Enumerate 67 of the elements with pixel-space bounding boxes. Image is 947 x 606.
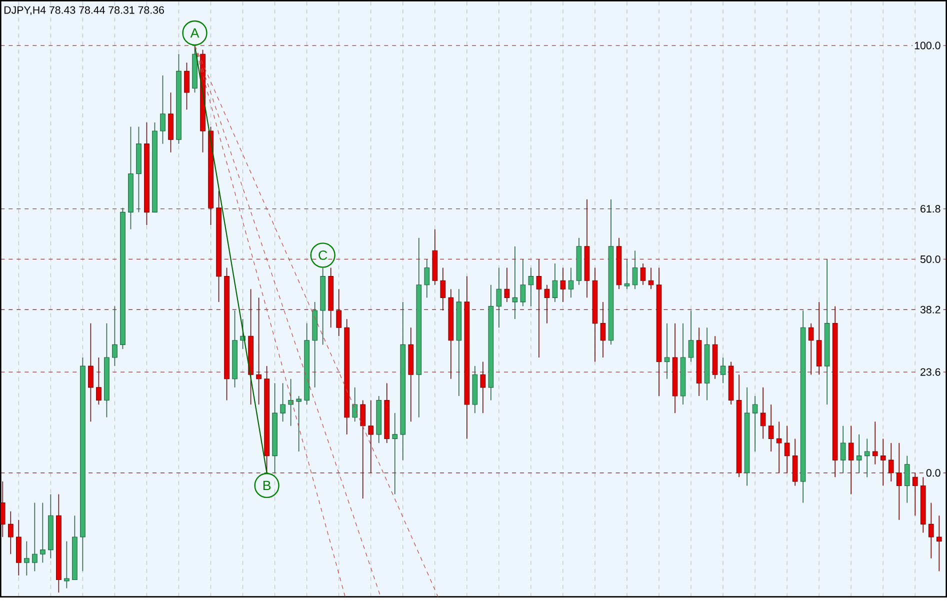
candlestick (352, 387, 358, 422)
candlestick (8, 510, 14, 555)
candlestick (32, 502, 38, 572)
candlestick (88, 322, 94, 422)
annotation: B (263, 480, 271, 490)
annotation: A (190, 28, 200, 38)
candlestick (512, 246, 518, 320)
candlestick (752, 396, 758, 452)
candlestick (568, 267, 574, 298)
candlestick (760, 387, 766, 440)
y-tick-label: 38.2 (920, 306, 940, 314)
y-tick-label: 50.0 (920, 255, 940, 263)
candlestick (664, 322, 670, 380)
candlestick (184, 62, 190, 110)
y-tick-label: 61.8 (920, 205, 940, 213)
candlestick (880, 438, 886, 486)
candlestick (848, 425, 854, 495)
candlestick (888, 442, 894, 482)
candlestick (288, 378, 294, 426)
chart-title: DJPY,H4 78.43 78.44 78.31 78.36 (4, 6, 164, 16)
candlestick (784, 425, 790, 474)
candlestick (504, 267, 510, 302)
candlestick (112, 306, 118, 366)
candlestick (936, 515, 942, 572)
candlestick (912, 472, 918, 516)
candlestick (720, 357, 726, 384)
y-tick-label: 0.0 (926, 469, 940, 477)
candlestick (872, 421, 878, 465)
candlestick (280, 382, 286, 422)
candlestick (776, 421, 782, 474)
annotation: C (318, 250, 328, 260)
candlestick (160, 75, 166, 144)
candlestick (440, 267, 446, 311)
candlestick (896, 442, 902, 520)
candlestick (640, 263, 646, 286)
candlestick (600, 302, 606, 358)
candlestick (496, 267, 502, 328)
candlestick (96, 357, 102, 405)
candlestick (368, 400, 374, 474)
candlestick (544, 284, 550, 324)
y-tick-label: 100.0 (914, 42, 940, 50)
candlestick (64, 540, 70, 589)
candlestick (904, 455, 910, 504)
candlestick (560, 267, 566, 302)
candlestick (688, 310, 694, 362)
candlestick (552, 263, 558, 302)
candlestick (296, 396, 302, 452)
candlestick (864, 438, 870, 478)
candlestick (536, 258, 542, 358)
y-tick-label: 23.6 (920, 368, 940, 376)
candlestick (624, 258, 630, 290)
candlestick (928, 502, 934, 559)
candlestick (424, 258, 430, 298)
candlestick (256, 297, 262, 405)
candlestick (360, 400, 366, 499)
candlestick (392, 412, 398, 495)
candlestick (480, 361, 486, 414)
candlestick (808, 322, 814, 376)
candlestick (768, 404, 774, 452)
candlestick (840, 425, 846, 474)
candlestick (24, 540, 30, 576)
candlestick (40, 502, 46, 564)
candlestick (856, 434, 862, 474)
candlestick (632, 250, 638, 290)
candlestick (520, 258, 526, 307)
candlestick (336, 288, 342, 337)
candlestick (528, 267, 534, 307)
